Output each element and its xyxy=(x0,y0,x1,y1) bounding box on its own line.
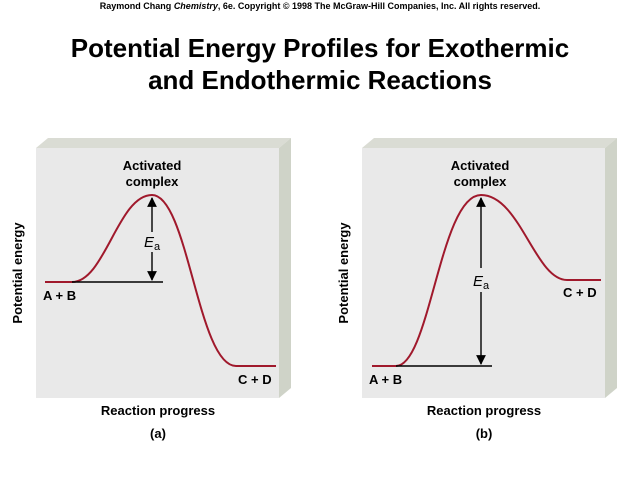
panel-b-peak-label-2: complex xyxy=(454,174,508,189)
page-title: Potential Energy Profiles for Exothermic… xyxy=(0,32,640,96)
credit-book: Chemistry xyxy=(173,1,218,11)
credit-author: Raymond Chang xyxy=(99,1,172,11)
panel-a-peak-label-1: Activated xyxy=(123,158,182,173)
panel-a-front-face xyxy=(36,148,279,398)
title-line-1: Potential Energy Profiles for Exothermic xyxy=(70,33,570,63)
credit-rest: , 6e. Copyright © 1998 The McGraw-Hill C… xyxy=(217,1,541,11)
panel-a-top-face xyxy=(36,138,291,148)
panel-b-caption: (b) xyxy=(476,426,493,441)
panel-b-ea-label: Ea xyxy=(473,273,490,292)
panel-a-x-axis-label: Reaction progress xyxy=(101,403,215,418)
panel-a-y-axis-label: Potential energy xyxy=(10,222,25,324)
panel-a: Activated complex Ea A + B C + D Potenti… xyxy=(10,138,291,441)
panel-a-reactants-label: A + B xyxy=(43,288,76,303)
panel-b-peak-label-1: Activated xyxy=(451,158,510,173)
panel-a-products-label: C + D xyxy=(238,372,272,387)
panel-b-side-face xyxy=(605,138,617,398)
panel-b-x-axis-label: Reaction progress xyxy=(427,403,541,418)
panel-a-peak-label-2: complex xyxy=(126,174,180,189)
title-line-2: and Endothermic Reactions xyxy=(148,65,492,95)
panel-b-products-label: C + D xyxy=(563,285,597,300)
panel-b-energy-curve xyxy=(372,193,601,367)
panel-a-energy-curve xyxy=(45,193,276,367)
panel-b: Activated complex Ea A + B C + D Potenti… xyxy=(336,138,617,441)
panel-b-top-face xyxy=(362,138,617,148)
panel-a-caption: (a) xyxy=(150,426,166,441)
copyright-credit: Raymond Chang Chemistry, 6e. Copyright ©… xyxy=(0,1,640,11)
panel-a-side-face xyxy=(279,138,291,398)
panel-b-reactants-label: A + B xyxy=(369,372,402,387)
panel-a-ea-label: Ea xyxy=(144,234,161,253)
panel-b-y-axis-label: Potential energy xyxy=(336,222,351,324)
